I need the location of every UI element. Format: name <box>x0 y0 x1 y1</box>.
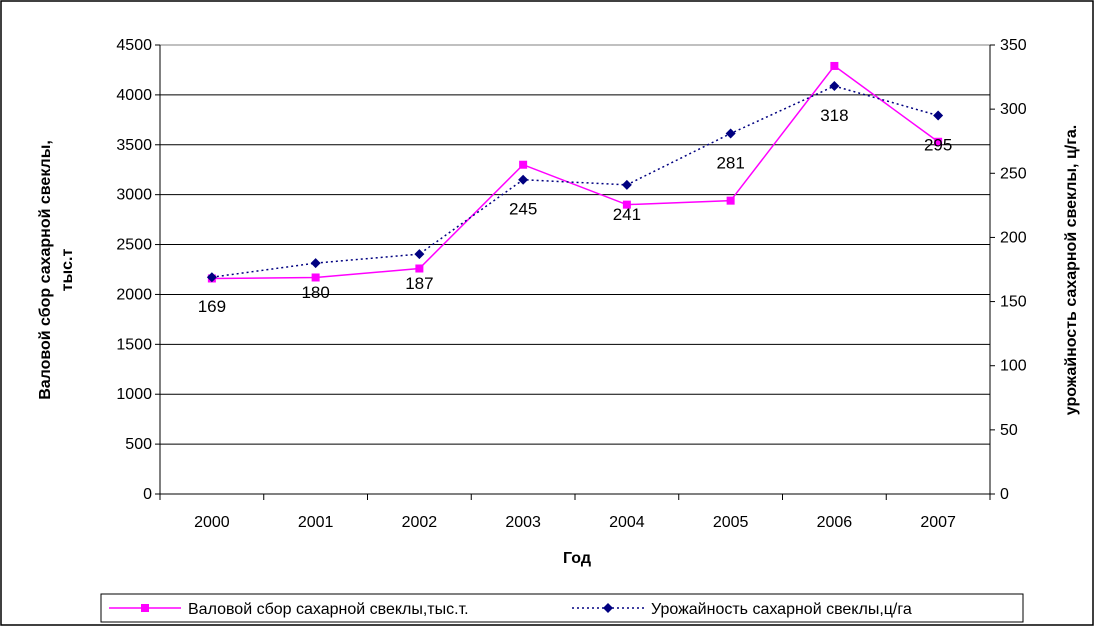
yield-data-label: 245 <box>509 200 537 219</box>
yield-data-label: 281 <box>716 154 744 173</box>
x-axis-title: Год <box>563 550 591 567</box>
legend-marker-gross <box>141 604 149 612</box>
series-gross-marker <box>311 273 320 282</box>
y-tick-label: 3500 <box>116 137 152 154</box>
y2-tick-label: 300 <box>1000 101 1027 118</box>
series-yield-marker <box>518 174 529 185</box>
series-gross-marker <box>622 200 631 209</box>
y-axis-title: Валовой сбор сахарной свеклы, <box>37 140 54 400</box>
yield-data-label: 180 <box>301 283 329 302</box>
y2-tick-label: 150 <box>1000 294 1027 311</box>
y2-tick-label: 200 <box>1000 229 1027 246</box>
axes: 0 500 1000 1500 2000 2500 3000 3500 4000 4500 0 50 1… <box>116 37 1026 531</box>
series-gross-line <box>211 64 939 280</box>
y-tick-label: 1000 <box>116 386 152 403</box>
x-tick-label: 2000 <box>194 514 230 531</box>
y2-tick-label: 100 <box>1000 358 1027 375</box>
y-tick-label: 2500 <box>116 237 152 254</box>
yield-data-label: 318 <box>820 106 848 125</box>
series-yield-marker <box>310 258 321 269</box>
y-axis-title-line2: тыс.т <box>59 249 76 292</box>
y2-tick-label: 50 <box>1000 422 1018 439</box>
series-yield-marker <box>414 249 425 260</box>
series-yield-line <box>211 85 939 278</box>
yield-data-label: 187 <box>405 274 433 293</box>
y-tick-label: 4500 <box>116 37 152 54</box>
y2-tick-label: 250 <box>1000 165 1027 182</box>
y-tick-label: 4000 <box>116 87 152 104</box>
x-tick-label: 2006 <box>817 514 853 531</box>
legend-box <box>100 593 1024 623</box>
series <box>206 61 944 283</box>
series-gross-marker <box>934 137 943 146</box>
x-tick-label: 2002 <box>402 514 438 531</box>
y2-tick-label: 0 <box>1000 486 1009 503</box>
legend-label-gross: Валовой сбор сахарной свеклы,тыс.т. <box>188 601 469 618</box>
series-gross-marker <box>519 160 528 169</box>
yield-data-label: 169 <box>198 297 226 316</box>
y-tick-label: 2000 <box>116 286 152 303</box>
x-tick-label: 2007 <box>920 514 956 531</box>
series-yield-marker <box>621 179 632 190</box>
x-tick-label: 2005 <box>713 514 749 531</box>
y-tick-label: 0 <box>143 486 152 503</box>
y-tick-label: 500 <box>125 436 152 453</box>
y2-axis-title: урожайность сахарной свеклы, ц/га. <box>1063 125 1080 415</box>
legend: Валовой сбор сахарной свеклы,тыс.т. Урож… <box>100 593 1024 623</box>
yield-data-label: 241 <box>613 205 641 224</box>
series-yield-marker <box>829 81 840 92</box>
x-tick-label: 2004 <box>609 514 645 531</box>
series-gross-marker <box>830 61 839 70</box>
series-gross-marker <box>415 264 424 273</box>
x-tick-label: 2001 <box>298 514 334 531</box>
legend-label-yield: Урожайность сахарной свеклы,ц/га <box>651 601 912 618</box>
series-yield-marker <box>725 128 736 139</box>
yield-data-label: 295 <box>924 136 952 155</box>
series-yield-marker <box>206 272 217 283</box>
y-tick-label: 1500 <box>116 336 152 353</box>
series-yield-marker <box>933 110 944 121</box>
data-labels: 169 180 187 245 241 281 318 295 <box>198 106 953 316</box>
x-tick-label: 2003 <box>505 514 541 531</box>
series-gross-marker <box>726 196 735 205</box>
legend-marker-yield <box>603 603 613 613</box>
y-tick-label: 3000 <box>116 187 152 204</box>
y2-tick-label: 350 <box>1000 37 1027 54</box>
